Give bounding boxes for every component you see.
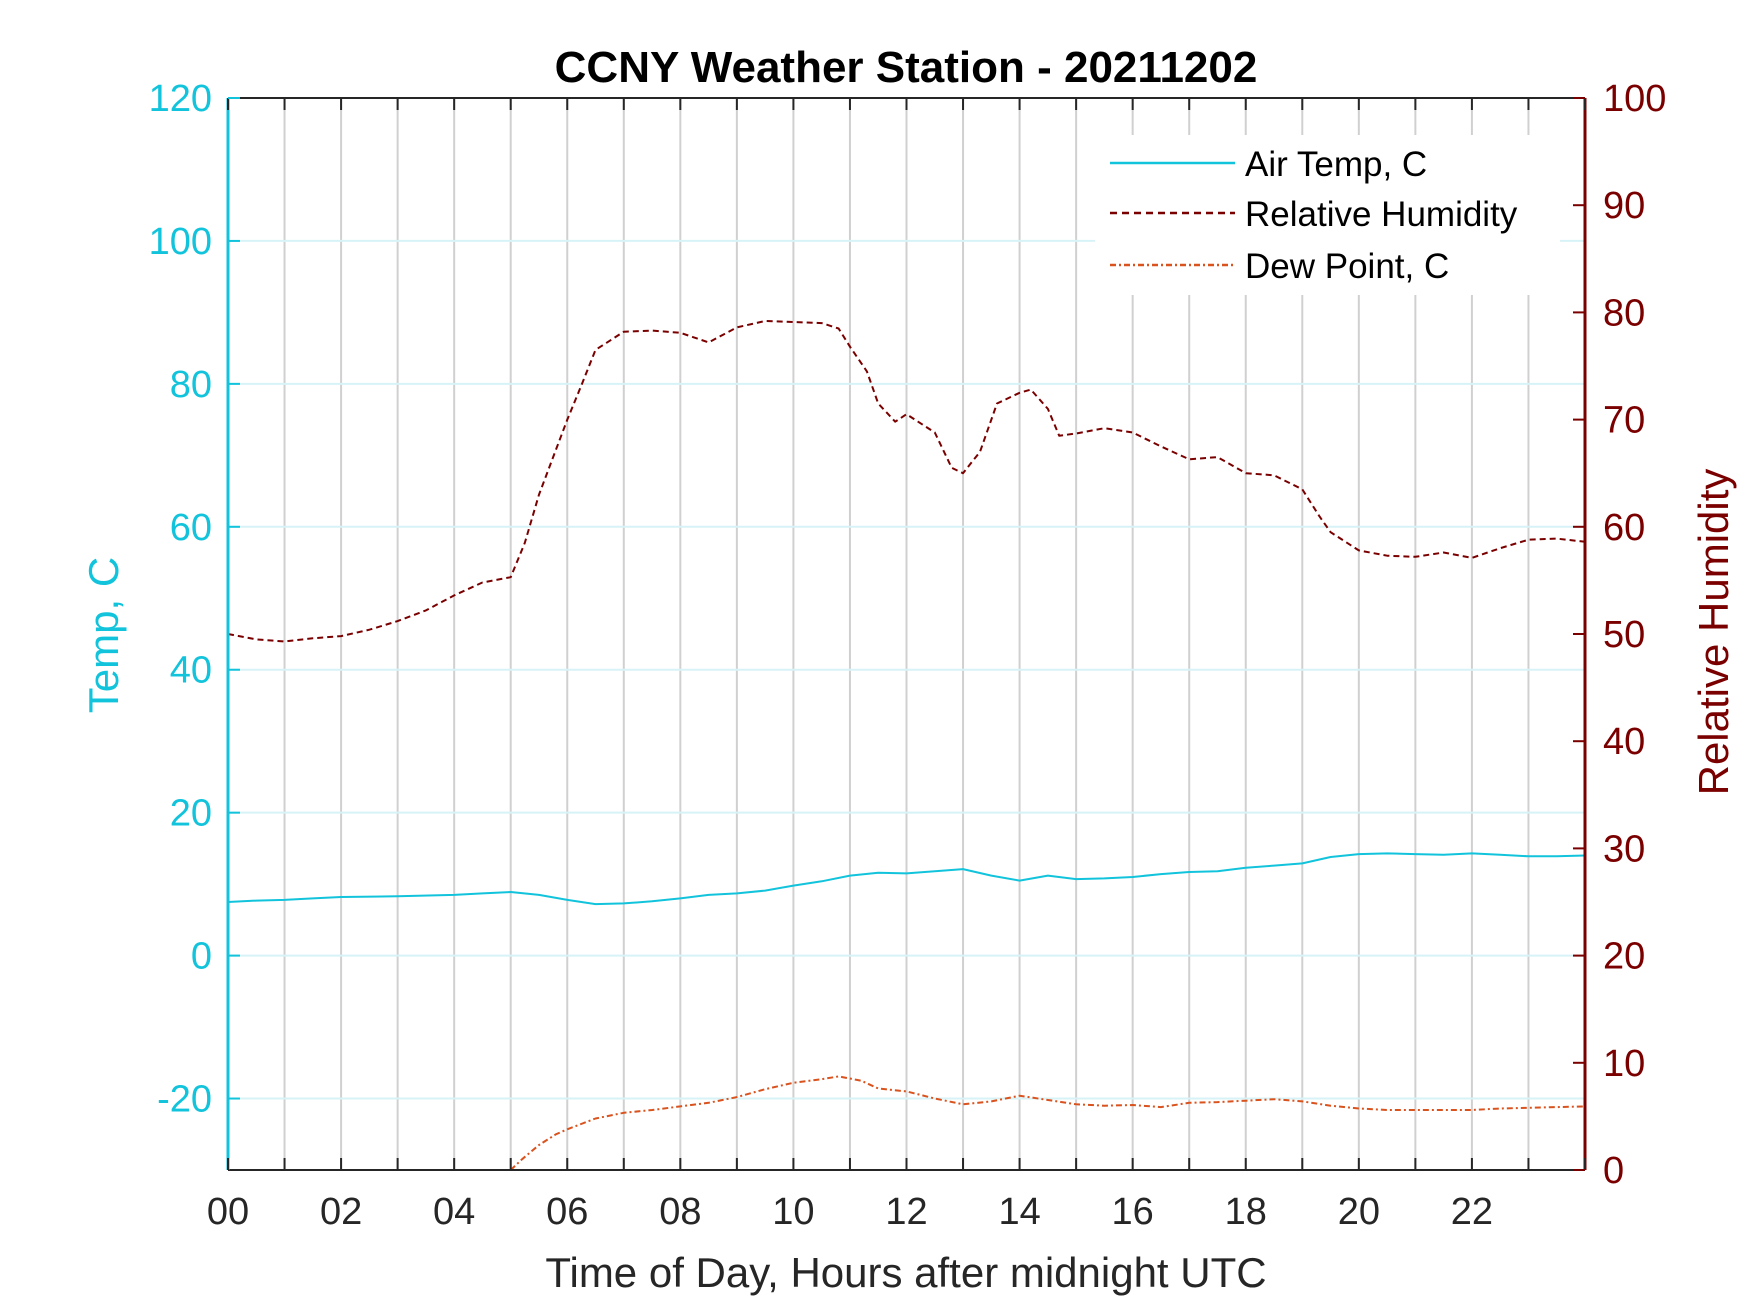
- y-left-tick-label: 120: [149, 78, 212, 120]
- x-tick-label: 14: [998, 1191, 1040, 1233]
- grid: [228, 97, 1585, 1170]
- x-tick-label: 22: [1451, 1191, 1493, 1233]
- axes: [226, 97, 1587, 1171]
- legend-label-humidity: Relative Humidity: [1245, 195, 1518, 234]
- y-left-tick-label: -20: [157, 1079, 212, 1121]
- x-tick-label: 02: [320, 1191, 362, 1233]
- tick-labels: 00 02 04 06 08 10 12 14 16 18 20 22120100806040200-…: [149, 78, 1667, 1233]
- x-axis-label: Time of Day, Hours after midnight UTC: [545, 1249, 1266, 1296]
- y-right-tick-label: 30: [1603, 828, 1645, 870]
- y-left-tick-label: 20: [170, 793, 212, 835]
- legend-box: [1095, 135, 1560, 295]
- x-tick-label: 00: [207, 1191, 249, 1233]
- legend-label-temp: Air Temp, C: [1245, 145, 1427, 184]
- y-right-tick-label: 60: [1603, 507, 1645, 549]
- y-right-tick-label: 80: [1603, 292, 1645, 334]
- x-tick-label: 18: [1225, 1191, 1267, 1233]
- x-tick-label: 04: [433, 1191, 475, 1233]
- y-right-tick-label: 70: [1603, 400, 1645, 442]
- legend: Air Temp, C Relative Humidity Dew Point,…: [1095, 135, 1560, 295]
- x-tick-label: 06: [546, 1191, 588, 1233]
- y-axis-label-right: Relative Humidity: [1690, 469, 1737, 796]
- y-left-tick-label: 60: [170, 507, 212, 549]
- chart-title: CCNY Weather Station - 20211202: [555, 43, 1258, 92]
- y-right-tick-label: 40: [1603, 721, 1645, 763]
- y-right-tick-label: 20: [1603, 936, 1645, 978]
- y-left-tick-label: 100: [149, 221, 212, 263]
- x-tick-label: 10: [772, 1191, 814, 1233]
- x-tick-label: 16: [1112, 1191, 1154, 1233]
- y-right-tick-label: 50: [1603, 614, 1645, 656]
- x-tick-label: 08: [659, 1191, 701, 1233]
- series-layer: [227, 320, 1586, 1171]
- series-line-relative-humidity: [227, 320, 1586, 643]
- y-right-tick-label: 0: [1603, 1150, 1624, 1192]
- x-tick-label: 20: [1338, 1191, 1380, 1233]
- y-right-tick-label: 10: [1603, 1043, 1645, 1085]
- series-line-dew-point: [510, 1075, 1586, 1171]
- y-left-tick-label: 0: [191, 936, 212, 978]
- x-tick-label: 12: [885, 1191, 927, 1233]
- y-axis-label-left: Temp, C: [80, 557, 127, 713]
- legend-label-dewpoint: Dew Point, C: [1245, 247, 1449, 286]
- y-left-tick-label: 80: [170, 364, 212, 406]
- y-left-tick-label: 40: [170, 650, 212, 692]
- series-line-air-temp: [227, 852, 1586, 906]
- y-right-tick-label: 90: [1603, 185, 1645, 227]
- y-right-tick-label: 100: [1603, 78, 1666, 120]
